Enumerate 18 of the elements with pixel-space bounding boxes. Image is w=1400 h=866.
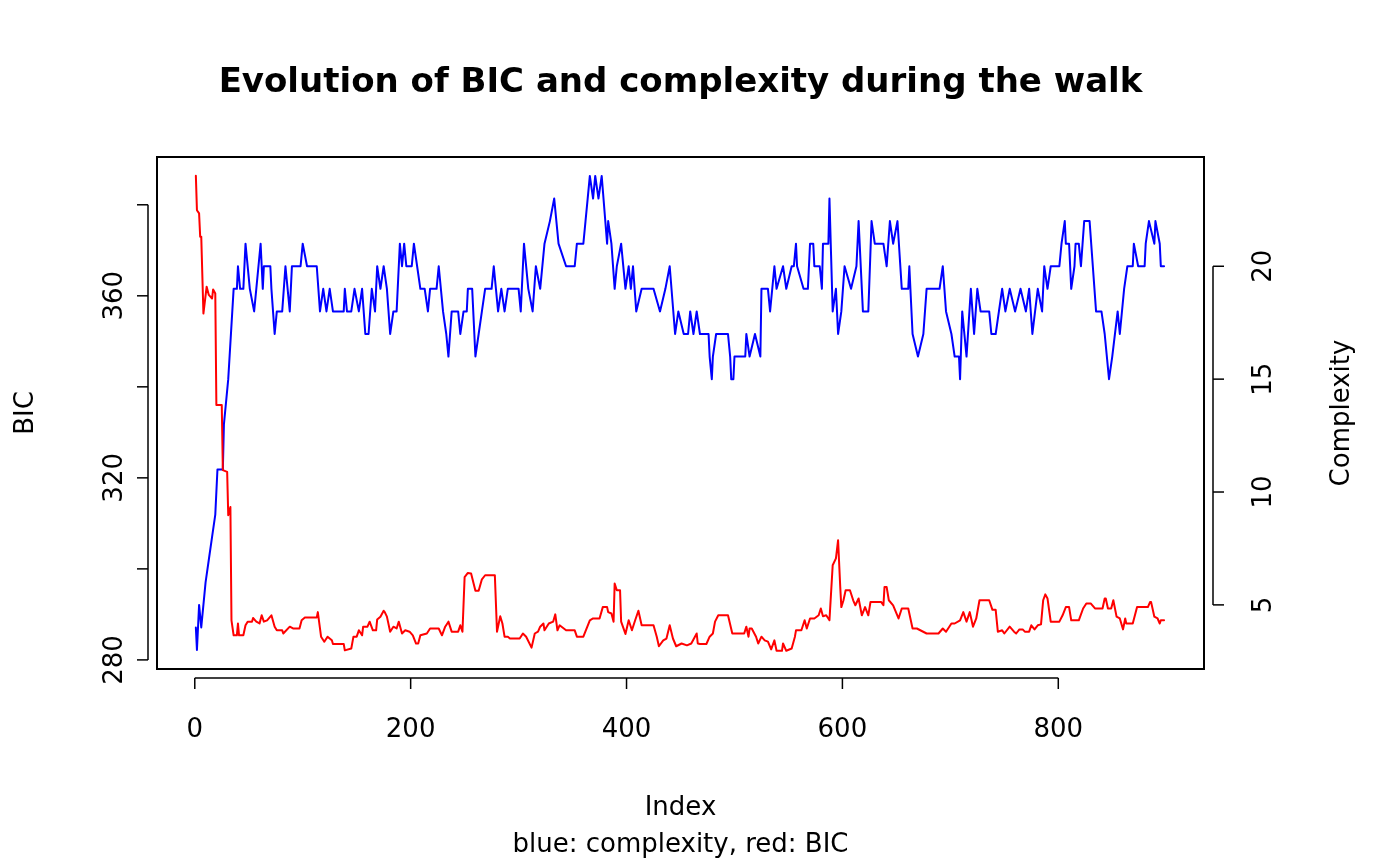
line-series (194, 174, 1166, 652)
y2-tick-label: 15 (1247, 362, 1277, 396)
y-tick-label: 320 (98, 453, 128, 503)
x-tick-label: 0 (186, 713, 204, 743)
x-axis-title: Index (644, 791, 717, 821)
x-tick-label: 400 (601, 713, 652, 743)
y-axis-title: BIC (9, 391, 39, 435)
y2-tick-label: 10 (1247, 475, 1277, 509)
x-tick-label: 800 (1033, 713, 1084, 743)
y-tick-label: 280 (98, 635, 128, 685)
y2-tick-label: 20 (1247, 249, 1277, 283)
x-tick-label: 600 (817, 713, 868, 743)
chart-title: Evolution of BIC and complexity during the walk (218, 60, 1144, 100)
y2-tick-label: 5 (1247, 596, 1277, 614)
text: blue: complexity, red: BIC (512, 828, 849, 858)
y2-axis-title: Complexity (1325, 339, 1355, 487)
y-tick-label: 360 (98, 270, 128, 321)
x-tick-label: 200 (385, 713, 436, 743)
